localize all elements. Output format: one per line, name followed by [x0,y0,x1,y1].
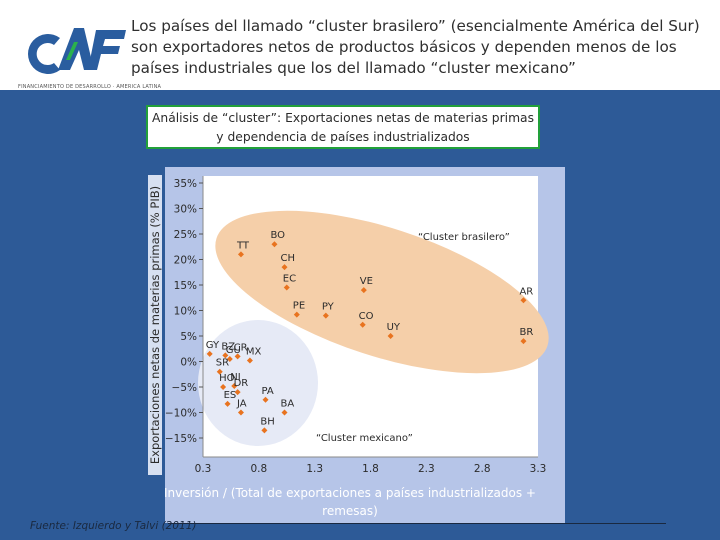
point-label-co: CO [359,311,374,322]
cluster-ellipses: “Cluster brasilero” “Cluster mexicano” [198,210,549,446]
point-label-ja: JA [236,399,247,410]
caf-logo: FINANCIAMIENTO DE DESARROLLO · AMERICA L… [8,12,161,90]
y-tick-label: −5% [172,382,197,394]
data-point-uy [387,333,394,339]
y-tick-label: 25% [174,229,197,241]
point-label-br: BR [519,327,533,338]
point-label-bo: BO [270,230,285,241]
point-label-ni: NI [230,372,240,383]
x-tick-label: 0.3 [195,463,212,475]
data-point-gy [206,350,213,357]
point-label-ec: EC [283,274,296,285]
y-tick-label: 10% [174,306,197,318]
source-note: Fuente: Izquierdo y Talvi (2011) [30,520,197,532]
page-title: Los países del llamado “cluster brasiler… [131,17,700,77]
x-axis-label: Inversión / (Total de exportaciones a pa… [164,486,536,518]
point-label-ar: AR [519,286,533,297]
data-point-ba [281,409,288,416]
y-tick-label: 15% [174,280,197,292]
data-point-ni [231,382,238,389]
point-label-ho: HO [219,373,235,384]
data-point-gu [226,355,233,362]
point-label-ve: VE [360,276,373,287]
y-tick-label: −15% [165,433,197,445]
data-point-tt [237,251,244,258]
point-label-es: ES [224,390,237,401]
x-tick-label: 2.8 [474,463,491,475]
y-tick-label: 30% [174,204,197,216]
point-label-tt: TT [236,240,250,251]
cluster-ellipse-0 [215,210,549,374]
data-point-mx [246,357,253,364]
data-point-ve [360,287,367,294]
x-tick-label: 1.8 [362,463,379,475]
data-point-bh [261,427,268,434]
x-tick-label: 3.3 [530,463,547,475]
chart-title: Análisis de “cluster”: Exportaciones net… [146,105,540,149]
y-tick-label: 35% [174,178,197,190]
point-label-dr: DR [234,378,249,389]
data-point-es [224,400,231,407]
data-point-bz [222,352,229,359]
point-label-py: PY [322,302,335,313]
source-divider [168,523,666,524]
data-point-cr [234,353,241,360]
data-point-pa [262,396,269,403]
data-point-ja [237,409,244,416]
data-point-ec [283,284,290,291]
point-label-uy: UY [387,322,401,333]
point-label-ch: CH [281,253,296,264]
point-label-bh: BH [260,416,274,427]
point-label-ba: BA [281,399,295,410]
y-tick-label: 20% [174,255,197,267]
header-bar: FINANCIAMIENTO DE DESARROLLO · AMERICA L… [0,0,720,90]
axes: 35% 30% 25% 20% 15% 10% 5% 0% −5% −10% −15% 0.3 0.8 1… [165,176,546,475]
data-point-br [520,338,527,345]
data-point-dr [234,389,241,396]
data-point-bo [271,241,278,248]
point-label-bz: BZ [221,341,235,352]
x-tick-label: 1.3 [306,463,323,475]
data-point-ho [220,384,227,390]
data-point-sr [216,368,223,375]
data-point-ar [520,297,527,304]
point-label-gu: GU [226,345,241,356]
point-label-sr: SR [216,358,229,369]
data-point-co [359,321,366,328]
logo-tagline: FINANCIAMIENTO DE DESARROLLO · AMERICA L… [18,84,162,90]
data-point-ch [281,264,288,271]
y-tick-label: −10% [165,408,197,420]
cluster-ellipse-1 [198,320,318,446]
x-tick-label: 2.3 [418,463,435,475]
data-point-py [322,312,329,319]
cluster-label-1: “Cluster mexicano” [316,433,413,444]
y-tick-label: 5% [180,331,197,343]
point-label-gy: GY [206,340,220,351]
point-label-pe: PE [293,301,305,312]
y-tick-label: 0% [180,357,197,369]
point-label-pa: PA [262,386,274,397]
data-point-pe [293,311,300,318]
point-label-cr: CR [234,342,248,353]
cluster-label-0: “Cluster brasilero” [418,232,510,243]
caf-logo-mark [28,28,126,75]
point-label-mx: MX [246,346,262,357]
x-tick-label: 0.8 [250,463,267,475]
